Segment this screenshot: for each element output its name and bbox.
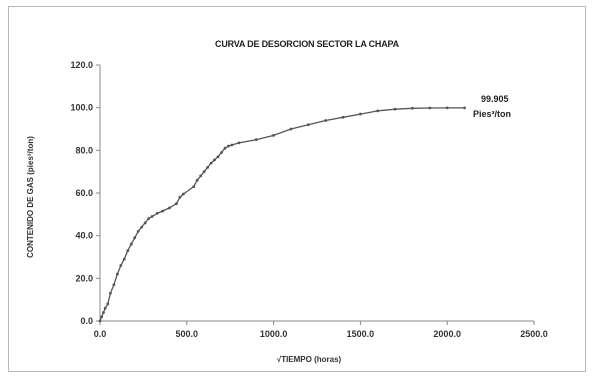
data-point (209, 161, 213, 165)
data-point (122, 257, 126, 261)
data-point (289, 127, 293, 131)
y-tick-label: 100.0 (70, 103, 93, 113)
data-point (140, 225, 144, 229)
data-point (102, 311, 105, 314)
data-point (100, 315, 104, 319)
data-point (129, 242, 133, 246)
data-point (136, 230, 140, 233)
series-gas-content (98, 106, 466, 323)
x-tick-label: 2000.0 (433, 329, 461, 339)
x-axis: 0.0 500.0 1000.0 1500.0 2000.0 2500.0 (94, 320, 548, 339)
data-point (230, 143, 234, 147)
data-point (445, 106, 449, 110)
x-tick-label: 500.0 (176, 329, 199, 339)
data-point (155, 211, 159, 215)
data-point (202, 170, 206, 174)
y-axis-title: CONTENIDO DE GAS (pies³/ton) (26, 136, 35, 258)
series-line (99, 107, 465, 322)
data-point (341, 115, 345, 119)
x-tick-label: 0.0 (94, 329, 107, 339)
y-tick-label: 80.0 (75, 145, 93, 155)
data-point (109, 291, 112, 295)
y-tick-label: 120.0 (70, 60, 93, 70)
data-point (126, 249, 130, 253)
data-point (106, 302, 110, 306)
x-tick-label: 1000.0 (260, 329, 288, 339)
data-point (133, 236, 137, 240)
data-point (103, 306, 107, 310)
data-point (324, 119, 328, 122)
data-point (272, 134, 275, 137)
data-point (192, 185, 196, 189)
data-point (199, 174, 203, 178)
data-point (237, 141, 241, 145)
chart-title: CURVA DE DESORCION SECTOR LA CHAPA (215, 39, 400, 49)
data-point (393, 107, 397, 111)
data-point (178, 195, 182, 199)
data-point (428, 106, 432, 110)
data-point (220, 151, 223, 154)
data-point (174, 202, 178, 206)
data-point (150, 215, 154, 218)
x-tick-label: 1500.0 (347, 329, 375, 339)
data-point (168, 206, 171, 210)
y-tick-label: 0.0 (80, 316, 93, 326)
data-point (463, 106, 466, 110)
y-tick-label: 60.0 (75, 188, 93, 198)
data-point (223, 146, 227, 150)
x-tick-label: 2500.0 (520, 329, 548, 339)
chart-area: CURVA DE DESORCION SECTOR LA CHAPA 0.0 20… (8, 6, 586, 372)
data-point (161, 209, 164, 213)
data-point (98, 319, 102, 323)
data-point (306, 123, 310, 127)
annotation-unit: Pies³/ton (473, 109, 511, 119)
data-point (213, 158, 216, 162)
desorption-chart: CURVA DE DESORCION SECTOR LA CHAPA 0.0 20… (26, 39, 548, 364)
data-point (115, 272, 119, 276)
y-tick-label: 20.0 (75, 273, 93, 283)
data-point (411, 106, 414, 110)
data-point (181, 192, 185, 196)
data-point (143, 221, 147, 225)
data-point (227, 144, 230, 148)
data-point (206, 166, 210, 169)
data-point (112, 283, 116, 287)
data-point (147, 217, 151, 221)
annotation-final-value: 99.905 (481, 94, 509, 104)
y-axis: 0.0 20.0 40.0 60.0 80.0 100.0 120.0 (70, 60, 101, 326)
y-tick-label: 40.0 (75, 231, 93, 241)
data-point (216, 155, 220, 159)
data-point (359, 112, 362, 116)
data-point (195, 178, 199, 182)
data-point (119, 264, 123, 267)
data-point (376, 109, 380, 113)
x-axis-title: √TIEMPO (horas) (277, 355, 342, 364)
data-point (254, 138, 258, 142)
